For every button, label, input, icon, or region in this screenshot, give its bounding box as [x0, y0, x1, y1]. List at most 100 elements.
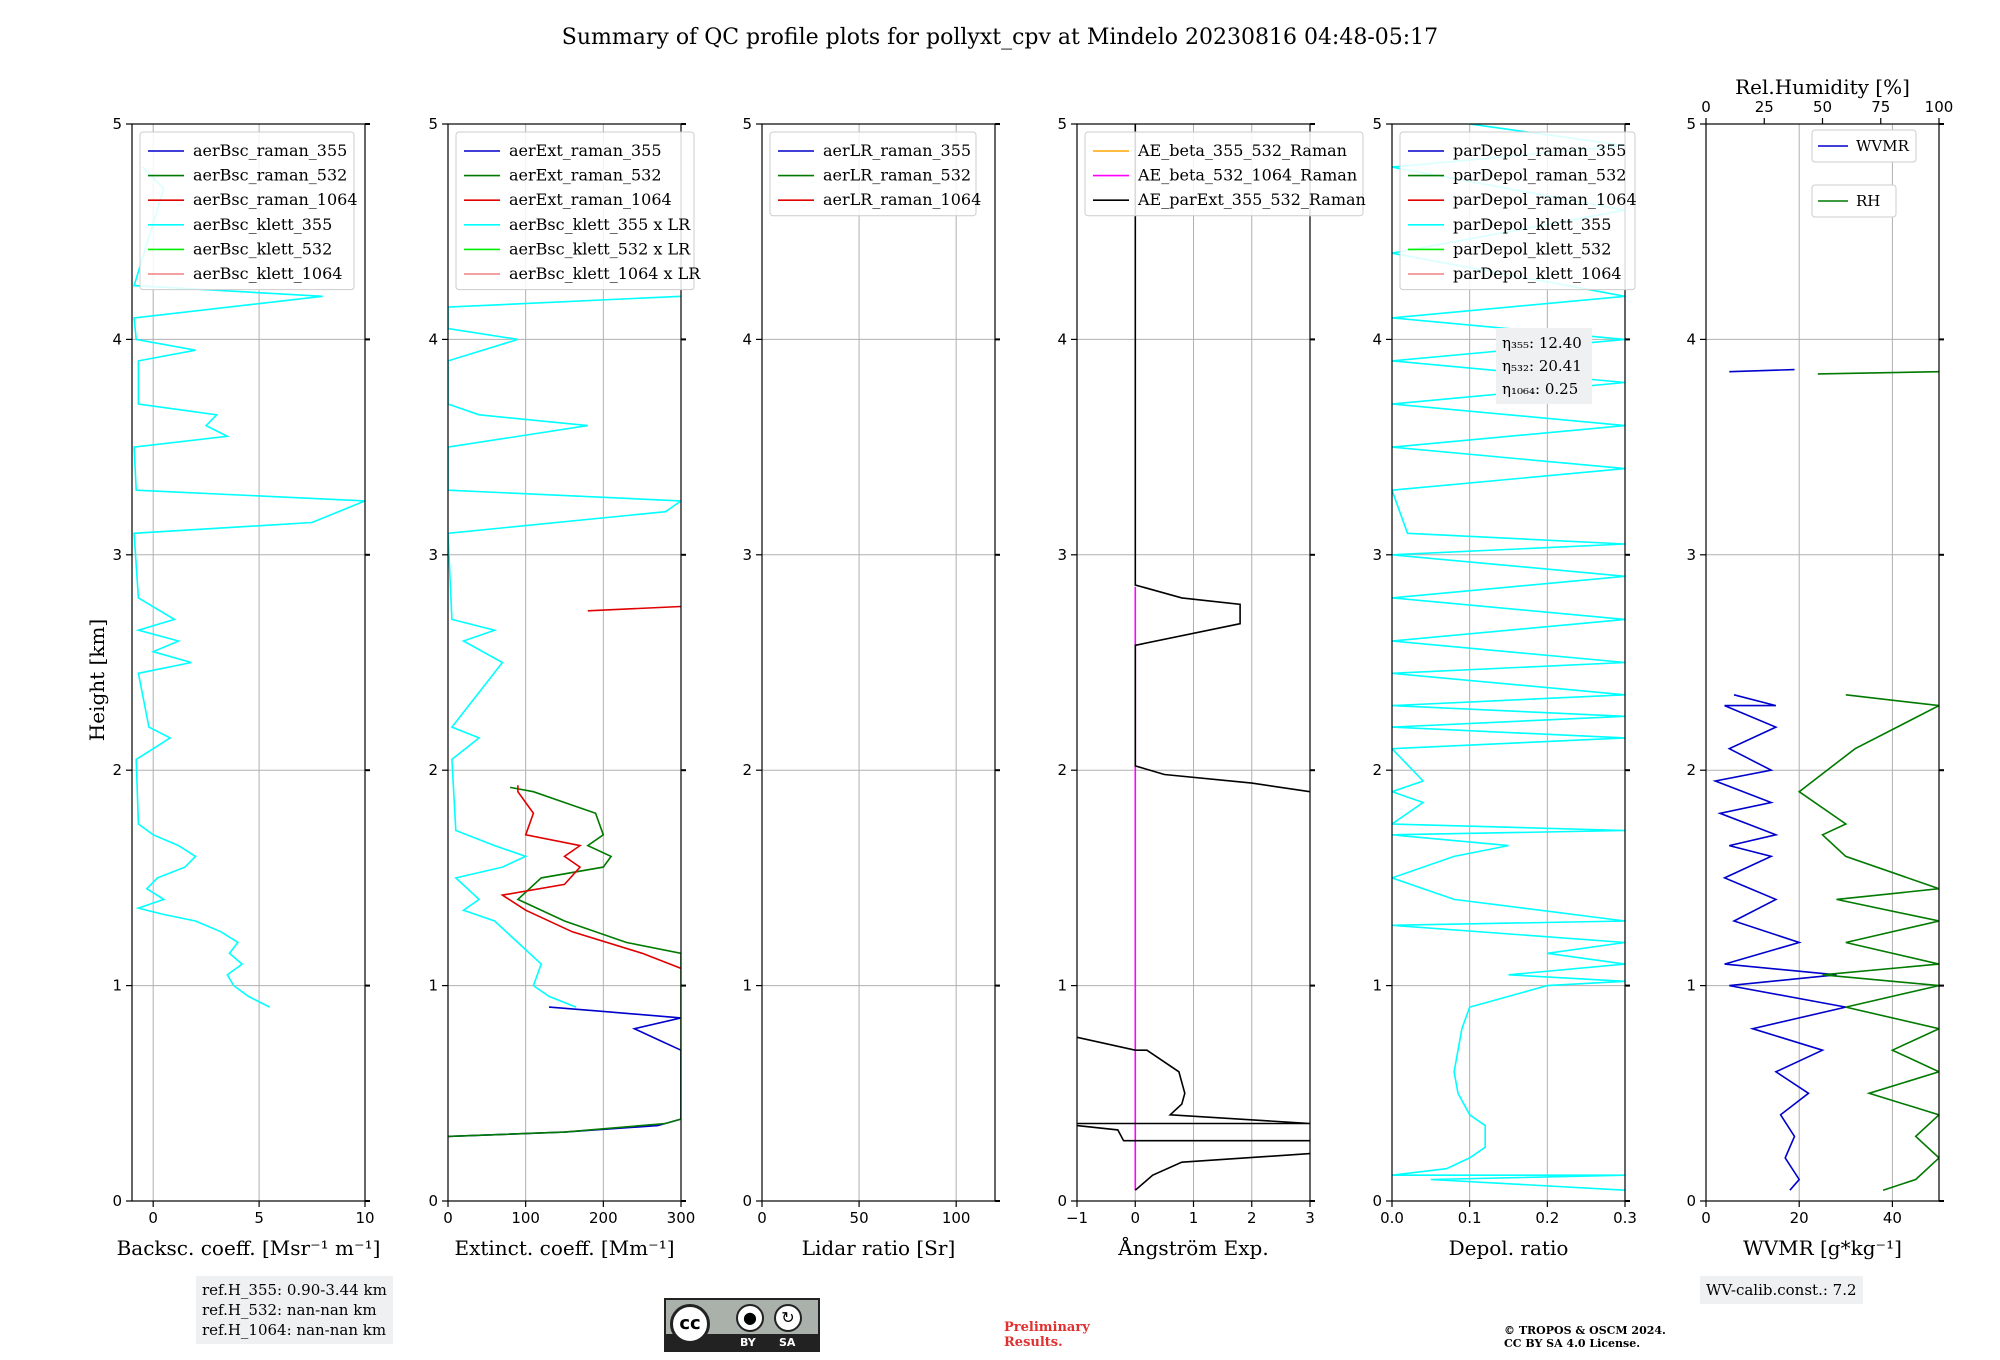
y-tick-label: 0	[112, 1192, 122, 1210]
series-group	[1077, 124, 1310, 1191]
legend-label: AE_beta_355_532_Raman	[1137, 141, 1347, 160]
top-x-tick-label: 50	[1813, 98, 1832, 116]
legend-box	[1811, 129, 1917, 163]
panel-depolarization: 0 1 2 3 4 5 0.0 0.1 0.2 0.3 Depol. ratio parDepol_r…	[1372, 115, 1636, 1260]
y-tick-label: 0	[428, 1192, 438, 1210]
x-tick-label: 2	[1247, 1209, 1257, 1227]
eta-box	[1496, 328, 1592, 404]
legend-label: aerExt_raman_1064	[509, 190, 672, 209]
x-tick-label: 100	[942, 1209, 971, 1227]
series-aerExt_raman_1064	[500, 785, 681, 970]
y-tick-label: 5	[428, 115, 438, 133]
cc-license-badge: cc ● ↻ BY SA	[664, 1298, 820, 1352]
series-aerExt_raman_1064-upper	[587, 605, 681, 612]
axes-frame	[1391, 123, 1626, 1202]
y-tick-label: 0	[1057, 1192, 1067, 1210]
legend-label: aerBsc_klett_532	[193, 239, 332, 258]
series-aerBsc_klett_355	[133, 166, 365, 1008]
top-x-tick-label: 100	[1925, 98, 1954, 116]
series-group	[133, 166, 365, 1008]
top-x-tick-label: 25	[1755, 98, 1774, 116]
wv-calib-value: WV-calib.const.: 7.2	[1706, 1281, 1857, 1299]
x-tick-label: 50	[850, 1209, 869, 1227]
y-tick-label: 1	[112, 977, 122, 995]
legend-label: WVMR	[1856, 137, 1910, 155]
legend-label: AE_beta_532_1064_Raman	[1137, 166, 1357, 185]
y-tick-label: 3	[1686, 546, 1696, 564]
y-tick-label: 2	[1372, 761, 1382, 779]
series-group	[448, 295, 681, 1138]
y-tick-label: 3	[742, 546, 752, 564]
sa-share-icon: ↻	[774, 1304, 802, 1332]
by-person-icon: ●	[736, 1304, 764, 1332]
panel-extinction: 0 1 2 3 4 5 0 100 200 300 Extinct. coeff. [Mm⁻¹] ae…	[428, 115, 701, 1260]
series-parDepol_klett_355	[1392, 124, 1625, 1191]
x-axis-label: Backsc. coeff. [Msr⁻¹ m⁻¹]	[117, 1236, 381, 1260]
series-aerExt_raman_355	[448, 1006, 681, 1138]
sa-label: SA	[779, 1336, 796, 1349]
series-RH	[1797, 694, 1939, 1191]
y-tick-label: 2	[1057, 761, 1067, 779]
y-tick-label: 5	[742, 115, 752, 133]
y-tick-label: 5	[1686, 115, 1696, 133]
axes-frame	[131, 123, 366, 1202]
legend-label: parDepol_raman_532	[1453, 166, 1626, 185]
legend-box	[139, 131, 355, 291]
series-WVMR-upper	[1729, 368, 1795, 373]
y-tick-label: 4	[112, 330, 122, 348]
x-axis-label: Depol. ratio	[1449, 1236, 1569, 1260]
y-tick-label: 4	[1686, 330, 1696, 348]
ref-heights-box: ref.H_355: 0.90-3.44 km ref.H_532: nan-n…	[196, 1276, 393, 1344]
axes-frame	[761, 123, 996, 1202]
axes-frame	[447, 123, 682, 1202]
x-tick-label: 0.2	[1535, 1209, 1559, 1227]
y-tick-label: 2	[112, 761, 122, 779]
copyright-line-2: CC BY SA 4.0 License.	[1504, 1337, 1641, 1350]
x-tick-label: 20	[1790, 1209, 1809, 1227]
top-x-tick-label: 0	[1701, 98, 1711, 116]
series-AE_parExt_355_532_Raman-seg2	[1077, 1124, 1310, 1142]
cc-logo-icon: cc	[670, 1304, 710, 1344]
legend-label: aerBsc_raman_355	[193, 141, 347, 160]
x-tick-label: 0	[148, 1209, 158, 1227]
x-tick-label: 40	[1883, 1209, 1902, 1227]
legend-label: aerLR_raman_355	[823, 141, 971, 160]
eta-label: η₃₅₅: 12.40	[1502, 334, 1582, 352]
x-tick-label: 0	[443, 1209, 453, 1227]
x-tick-label: 0.1	[1458, 1209, 1482, 1227]
y-tick-label: 0	[1686, 1192, 1696, 1210]
legend-box	[1084, 131, 1364, 217]
y-tick-label: 2	[428, 761, 438, 779]
wv-calib-box: WV-calib.const.: 7.2	[1700, 1276, 1863, 1304]
legend-label: parDepol_klett_1064	[1453, 264, 1622, 283]
legend-label: aerExt_raman_355	[509, 141, 662, 160]
by-label: BY	[740, 1336, 756, 1349]
legend-label: RH	[1856, 192, 1880, 210]
y-tick-label: 1	[1686, 977, 1696, 995]
x-tick-label: 3	[1305, 1209, 1315, 1227]
legend-label: aerLR_raman_1064	[823, 190, 981, 209]
x-tick-label: −1	[1066, 1209, 1088, 1227]
y-tick-label: 4	[1372, 330, 1382, 348]
legend-label: parDepol_raman_1064	[1453, 190, 1637, 209]
legend-box	[769, 131, 977, 217]
x-axis-label: WVMR [g*kg⁻¹]	[1743, 1236, 1902, 1260]
y-tick-label: 4	[1057, 330, 1067, 348]
legend-label: aerLR_raman_532	[823, 166, 971, 185]
y-tick-label: 5	[1057, 115, 1067, 133]
legend-label: aerBsc_raman_1064	[193, 190, 358, 209]
x-tick-label: 10	[355, 1209, 374, 1227]
y-tick-label: 1	[1372, 977, 1382, 995]
series-aerExt_raman_532	[448, 786, 681, 1138]
y-tick-label: 4	[428, 330, 438, 348]
ref-height-532: ref.H_532: nan-nan km	[202, 1301, 377, 1319]
axes-frame	[1705, 123, 1940, 1202]
series-group	[1712, 368, 1939, 1191]
legend-label: aerBsc_klett_1064 x LR	[509, 264, 701, 283]
series-AE_parExt_355_532_Raman	[1134, 1152, 1310, 1191]
legend-label: AE_parExt_355_532_Raman	[1137, 190, 1366, 209]
eta-label: η₅₃₂: 20.41	[1502, 357, 1582, 375]
top-x-tick-label: 75	[1871, 98, 1890, 116]
